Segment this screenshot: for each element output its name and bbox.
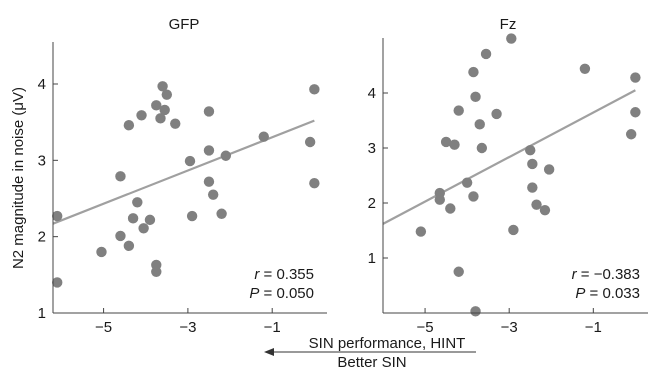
data-point: [52, 277, 63, 288]
data-points-fz: [415, 33, 641, 317]
y-tick-label: 1: [368, 250, 376, 267]
data-point: [138, 223, 149, 234]
data-point: [630, 72, 641, 83]
data-point: [461, 177, 473, 188]
data-point: [449, 139, 460, 150]
data-point: [157, 81, 168, 92]
axis-ticks-fz: 1 2 3 4 −5 −3 −1: [368, 85, 602, 336]
axis-ticks-gfp: 1 2 3 4 −5 −3 −1: [38, 76, 281, 336]
y-tick-label: 4: [38, 76, 46, 93]
y-axis-label: N2 magnitude in noise (μV): [10, 87, 27, 269]
y-tick-label: 3: [38, 152, 46, 169]
trendline-fz: [382, 89, 636, 225]
x-tick-label: −5: [417, 319, 434, 336]
stat-r-gfp: r = 0.355: [254, 266, 314, 283]
direction-arrow-head: [264, 348, 274, 356]
data-point: [440, 136, 452, 148]
data-points-gfp: [52, 81, 320, 288]
data-point: [476, 142, 488, 154]
data-point: [216, 208, 227, 219]
data-point: [470, 306, 481, 317]
data-point: [543, 164, 555, 175]
data-point: [184, 155, 196, 167]
data-point: [527, 158, 538, 170]
data-point: [203, 145, 215, 156]
stat-p-gfp: P = 0.050: [249, 285, 314, 302]
trendline-gfp: [52, 119, 315, 225]
x-tick-label: −3: [501, 319, 518, 336]
data-point: [625, 129, 637, 140]
regression-line: [382, 89, 636, 225]
data-point: [159, 104, 170, 116]
data-point: [151, 100, 162, 111]
x-tick-label: −1: [585, 319, 602, 336]
data-point: [203, 106, 215, 117]
data-point: [123, 240, 135, 252]
data-point: [525, 145, 536, 156]
data-point: [96, 246, 107, 258]
data-point: [304, 136, 316, 148]
data-point: [539, 204, 551, 216]
data-point: [630, 107, 641, 118]
data-point: [203, 176, 215, 187]
data-point: [170, 118, 181, 129]
data-point: [453, 105, 464, 116]
arrow-label: Better SIN: [337, 354, 406, 371]
data-point: [508, 224, 519, 236]
data-point: [207, 189, 219, 200]
x-tick-label: −5: [95, 319, 112, 336]
data-point: [445, 203, 456, 214]
y-tick-label: 3: [368, 140, 376, 157]
x-tick-label: −3: [179, 319, 196, 336]
data-point: [115, 230, 126, 242]
data-point: [151, 266, 162, 277]
chart-title-gfp: GFP: [169, 16, 200, 33]
y-tick-label: 2: [368, 195, 376, 212]
data-point: [258, 131, 269, 142]
y-tick-label: 2: [38, 229, 46, 246]
data-point: [453, 266, 464, 277]
data-point: [491, 108, 502, 120]
x-tick-label: −1: [264, 319, 281, 336]
data-point: [506, 33, 517, 44]
stat-p-fz: P = 0.033: [575, 285, 640, 302]
data-point: [468, 66, 479, 78]
data-point: [132, 197, 143, 208]
y-tick-label: 4: [368, 85, 376, 102]
data-point: [468, 191, 479, 202]
chart-title-fz: Fz: [500, 16, 517, 33]
data-point: [144, 214, 156, 226]
regression-line: [52, 119, 315, 225]
data-point: [186, 210, 198, 222]
data-point: [309, 84, 320, 95]
data-point: [309, 178, 320, 189]
data-point: [115, 171, 126, 182]
data-point: [155, 113, 166, 124]
data-point: [474, 119, 485, 130]
x-axis-label: SIN performance, HINT: [309, 335, 466, 352]
data-point: [434, 194, 445, 205]
chart-panel-fz: Fz 1 2 3 4 −5 −3 −1 r = −0.383 P = 0.033: [368, 16, 648, 336]
data-point: [527, 182, 538, 193]
data-point: [123, 120, 135, 131]
data-point: [161, 89, 173, 100]
data-point: [52, 210, 63, 222]
data-point: [470, 91, 481, 103]
data-point: [220, 150, 232, 161]
stat-r-fz: r = −0.383: [572, 266, 640, 283]
data-point: [579, 63, 591, 74]
data-point: [415, 226, 427, 237]
data-point: [136, 110, 147, 121]
data-point: [127, 213, 139, 224]
data-point: [531, 199, 542, 210]
data-point: [480, 48, 492, 60]
y-tick-label: 1: [38, 305, 46, 322]
chart-panel-gfp: GFP 1 2 3 4 −5 −3 −1 r = 0.355 P = 0.050: [38, 16, 327, 336]
